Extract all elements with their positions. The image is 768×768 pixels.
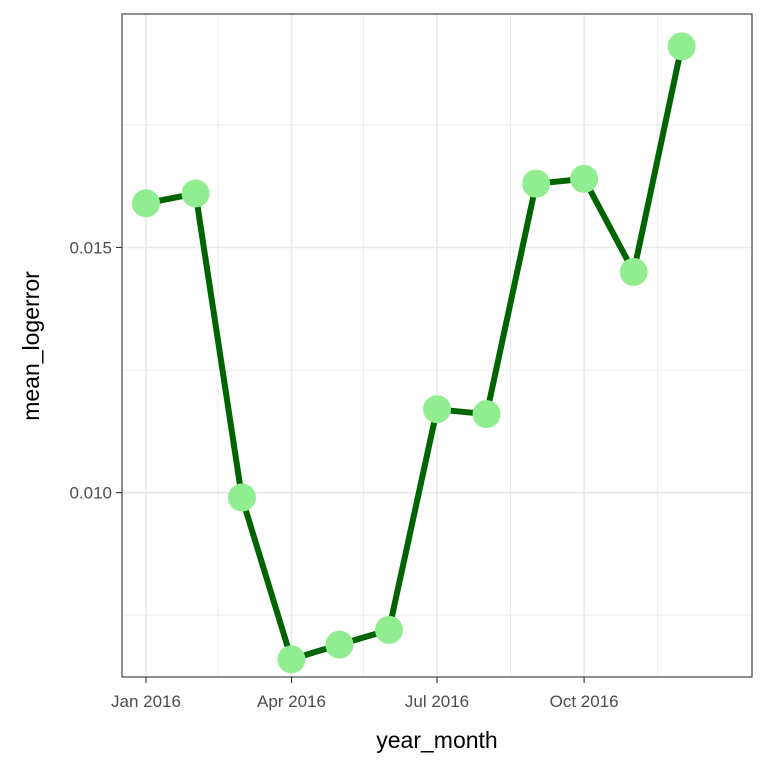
y-axis: 0.010 0.015 [69,238,122,503]
x-tick-label: Apr 2016 [257,692,326,711]
x-tick-label: Oct 2016 [550,692,619,711]
data-point [423,395,451,424]
x-axis-title: year_month [376,727,497,753]
data-point [227,483,256,512]
x-tick-label: Jul 2016 [405,692,469,711]
series-line [145,45,685,663]
data-point [375,615,404,644]
data-point [570,164,599,193]
x-tick-label: Jan 2016 [111,692,181,711]
data-point [522,169,551,198]
y-tick-label: 0.015 [69,238,112,257]
major-gridlines [122,14,752,677]
data-point [325,630,354,659]
data-point [619,257,648,286]
data-point [131,189,160,218]
y-tick-label: 0.010 [69,484,112,503]
data-point [667,32,696,61]
x-axis: Jan 2016 Apr 2016 Jul 2016 Oct 2016 [111,677,619,711]
data-point [277,645,306,674]
y-axis-title: mean_logerror [18,271,44,421]
data-point [181,179,210,208]
data-point [472,400,501,429]
series-layer [131,32,696,674]
